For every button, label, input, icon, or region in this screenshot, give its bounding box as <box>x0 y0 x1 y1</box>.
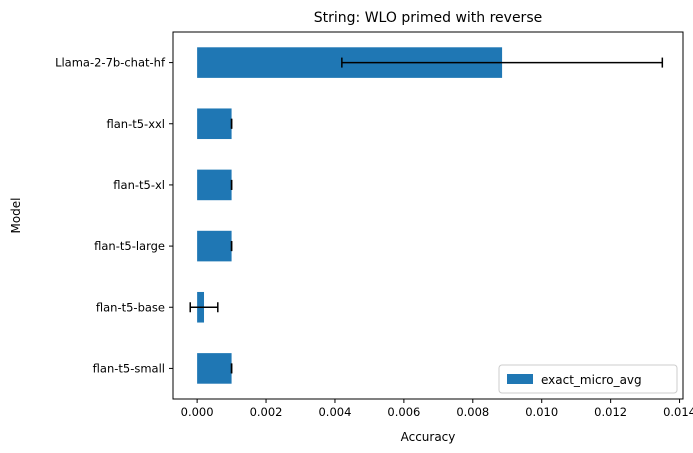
y-tick-label: flan-t5-large <box>94 239 165 253</box>
x-tick-label: 0.006 <box>387 405 420 419</box>
bar-flan-t5-small <box>197 353 232 384</box>
y-axis-label: Model <box>9 197 23 233</box>
legend: exact_micro_avg <box>498 364 678 394</box>
legend-label: exact_micro_avg <box>541 373 642 387</box>
chart-title: String: WLO primed with reverse <box>314 10 542 26</box>
errorbars-group <box>189 57 664 374</box>
legend-swatch <box>507 374 533 384</box>
y-tick-label: flan-t5-base <box>96 300 165 314</box>
bars-group <box>197 47 503 384</box>
x-axis-ticks: 0.000 0.002 0.004 0.006 0.008 0.010 0.012 0.014 <box>181 399 693 419</box>
y-tick-label: Llama-2-7b-chat-hf <box>55 56 166 70</box>
x-tick-label: 0.000 <box>181 405 214 419</box>
bar-flan-t5-xl <box>197 169 232 201</box>
y-axis-ticks: Llama-2-7b-chat-hf flan-t5-xxl flan-t5-xl f… <box>55 56 173 375</box>
x-tick-label: 0.010 <box>525 405 558 419</box>
x-tick-label: 0.014 <box>663 405 693 419</box>
x-axis-label: Accuracy <box>401 430 456 444</box>
x-tick-label: 0.002 <box>250 405 283 419</box>
bar-flan-t5-large <box>197 230 232 262</box>
y-tick-label: flan-t5-small <box>93 361 165 375</box>
bar-flan-t5-xxl <box>197 108 232 140</box>
x-tick-label: 0.004 <box>318 405 351 419</box>
x-tick-label: 0.012 <box>594 405 627 419</box>
y-tick-label: flan-t5-xl <box>113 178 165 192</box>
plot-frame <box>172 31 684 400</box>
x-tick-label: 0.008 <box>456 405 489 419</box>
y-tick-label: flan-t5-xxl <box>106 117 165 131</box>
legend-box <box>498 364 678 394</box>
